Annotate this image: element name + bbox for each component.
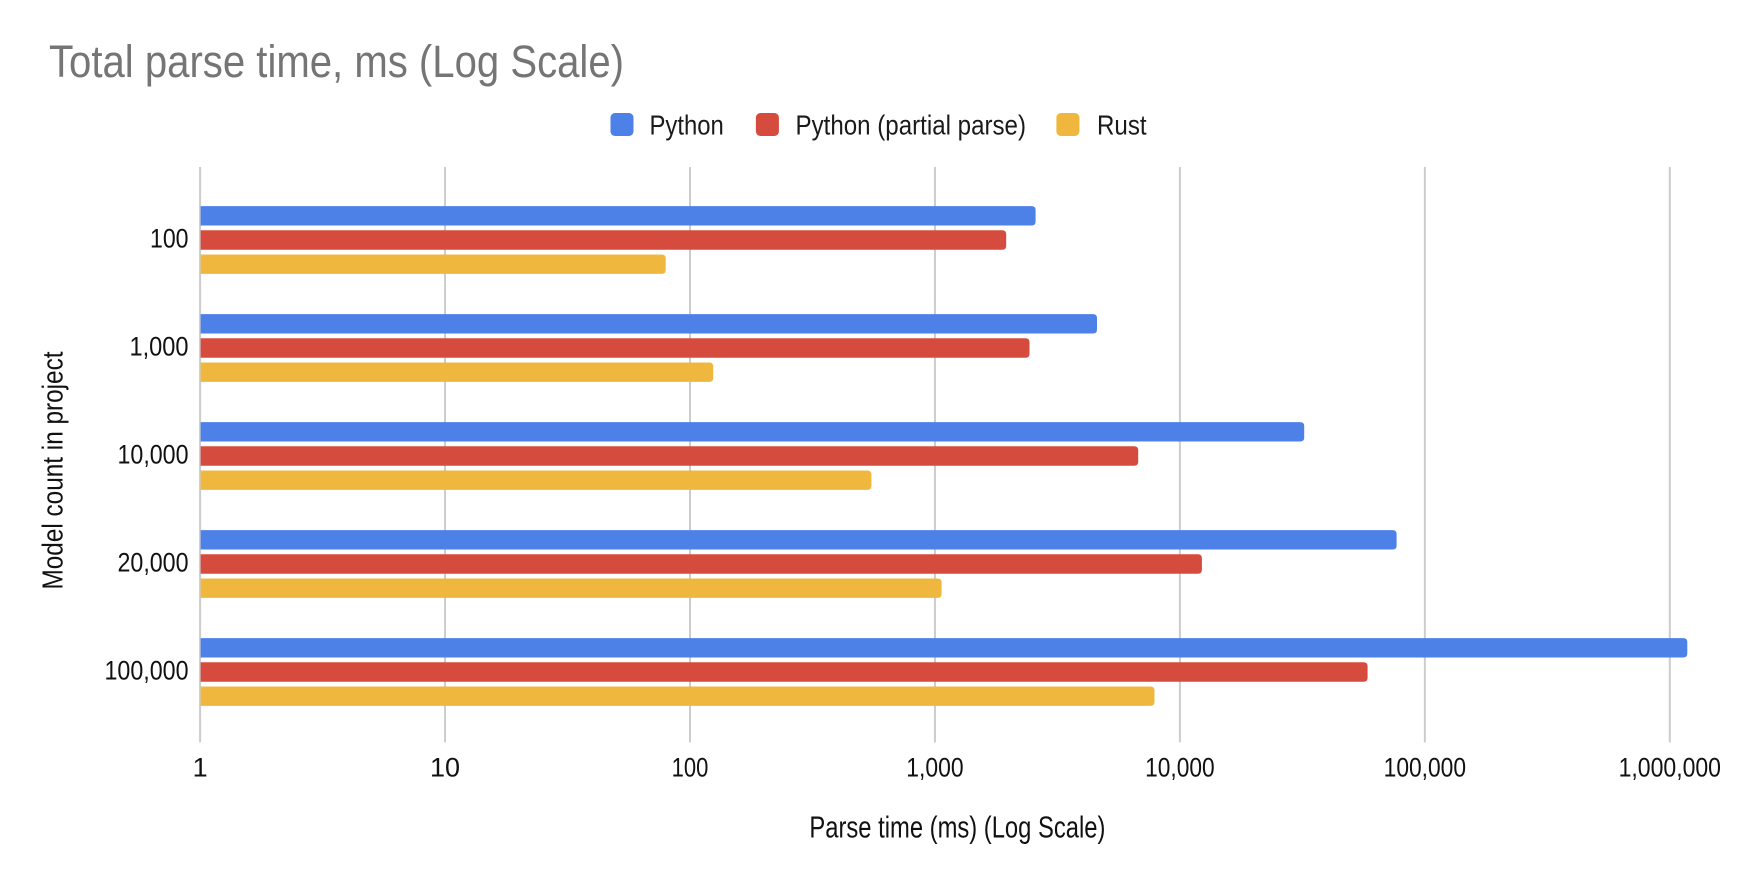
svg-text:100,000: 100,000 <box>1384 753 1466 783</box>
svg-text:1,000,000: 1,000,000 <box>1619 753 1721 783</box>
svg-text:10,000: 10,000 <box>118 440 189 470</box>
svg-text:1: 1 <box>193 753 208 783</box>
svg-text:Python: Python <box>650 110 724 141</box>
svg-text:100: 100 <box>672 753 709 783</box>
svg-text:10: 10 <box>430 753 460 783</box>
svg-text:Total parse time, ms (Log Scal: Total parse time, ms (Log Scale) <box>49 36 624 87</box>
svg-text:Python (partial parse): Python (partial parse) <box>796 110 1027 141</box>
svg-text:100,000: 100,000 <box>105 656 189 686</box>
svg-text:1,000: 1,000 <box>130 332 189 362</box>
svg-text:10,000: 10,000 <box>1145 753 1215 783</box>
svg-text:20,000: 20,000 <box>118 548 189 578</box>
svg-text:Parse time (ms) (Log Scale): Parse time (ms) (Log Scale) <box>809 810 1105 845</box>
svg-text:1,000: 1,000 <box>906 753 963 783</box>
svg-text:Rust: Rust <box>1097 110 1147 141</box>
svg-text:Model count in project: Model count in project <box>38 352 70 590</box>
svg-text:100: 100 <box>150 224 189 254</box>
